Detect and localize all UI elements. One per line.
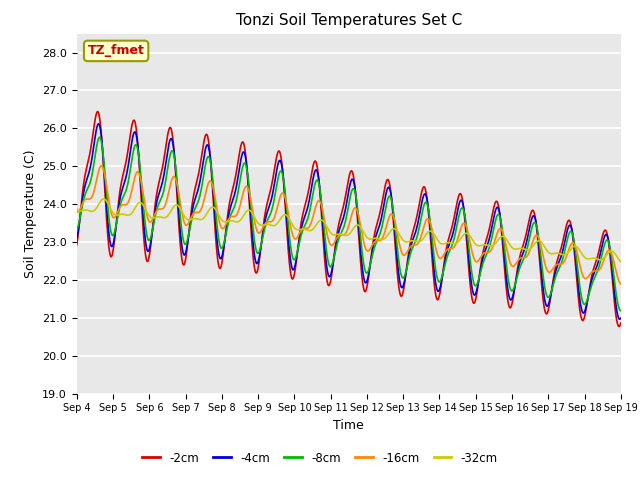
-2cm bbox=[181, 260, 189, 265]
-2cm bbox=[617, 320, 625, 326]
-2cm bbox=[255, 260, 263, 265]
-16cm bbox=[617, 281, 625, 287]
-2cm bbox=[553, 260, 561, 266]
Line: -32cm: -32cm bbox=[77, 199, 621, 262]
-2cm bbox=[195, 173, 202, 179]
Title: Tonzi Soil Temperatures Set C: Tonzi Soil Temperatures Set C bbox=[236, 13, 462, 28]
-8cm bbox=[553, 271, 561, 277]
-4cm bbox=[434, 288, 442, 293]
-16cm bbox=[505, 254, 513, 260]
-4cm bbox=[616, 316, 623, 322]
-16cm bbox=[553, 262, 561, 268]
-4cm bbox=[73, 235, 81, 241]
Y-axis label: Soil Temperature (C): Soil Temperature (C) bbox=[24, 149, 36, 278]
Line: -2cm: -2cm bbox=[77, 111, 621, 326]
-32cm bbox=[617, 259, 625, 264]
-4cm bbox=[181, 252, 189, 257]
Legend: -2cm, -4cm, -8cm, -16cm, -32cm: -2cm, -4cm, -8cm, -16cm, -32cm bbox=[138, 447, 502, 469]
-32cm bbox=[195, 216, 202, 222]
Text: TZ_fmet: TZ_fmet bbox=[88, 44, 145, 58]
-16cm bbox=[97, 163, 105, 168]
-4cm bbox=[553, 265, 561, 271]
-8cm bbox=[195, 199, 202, 204]
-16cm bbox=[73, 209, 81, 215]
-4cm bbox=[195, 187, 202, 192]
-8cm bbox=[73, 226, 81, 232]
-2cm bbox=[434, 297, 442, 302]
-8cm bbox=[95, 134, 103, 140]
Line: -4cm: -4cm bbox=[77, 124, 621, 319]
-32cm bbox=[255, 221, 263, 227]
-4cm bbox=[95, 121, 102, 127]
-32cm bbox=[73, 205, 81, 211]
-32cm bbox=[181, 214, 189, 220]
-32cm bbox=[100, 196, 108, 202]
X-axis label: Time: Time bbox=[333, 419, 364, 432]
-16cm bbox=[434, 252, 442, 257]
-32cm bbox=[434, 237, 442, 242]
-32cm bbox=[505, 240, 513, 245]
-16cm bbox=[181, 221, 189, 227]
-2cm bbox=[505, 301, 513, 307]
-2cm bbox=[615, 324, 623, 329]
-32cm bbox=[553, 250, 561, 256]
-8cm bbox=[255, 249, 263, 255]
-16cm bbox=[195, 210, 202, 216]
-4cm bbox=[505, 291, 513, 297]
-8cm bbox=[617, 308, 625, 313]
-2cm bbox=[93, 108, 101, 114]
-2cm bbox=[73, 242, 81, 248]
-16cm bbox=[255, 230, 263, 236]
-8cm bbox=[181, 241, 189, 247]
Line: -16cm: -16cm bbox=[77, 166, 621, 284]
-8cm bbox=[434, 276, 442, 282]
-8cm bbox=[505, 278, 513, 284]
-4cm bbox=[255, 255, 263, 261]
-4cm bbox=[617, 315, 625, 321]
Line: -8cm: -8cm bbox=[77, 137, 621, 311]
